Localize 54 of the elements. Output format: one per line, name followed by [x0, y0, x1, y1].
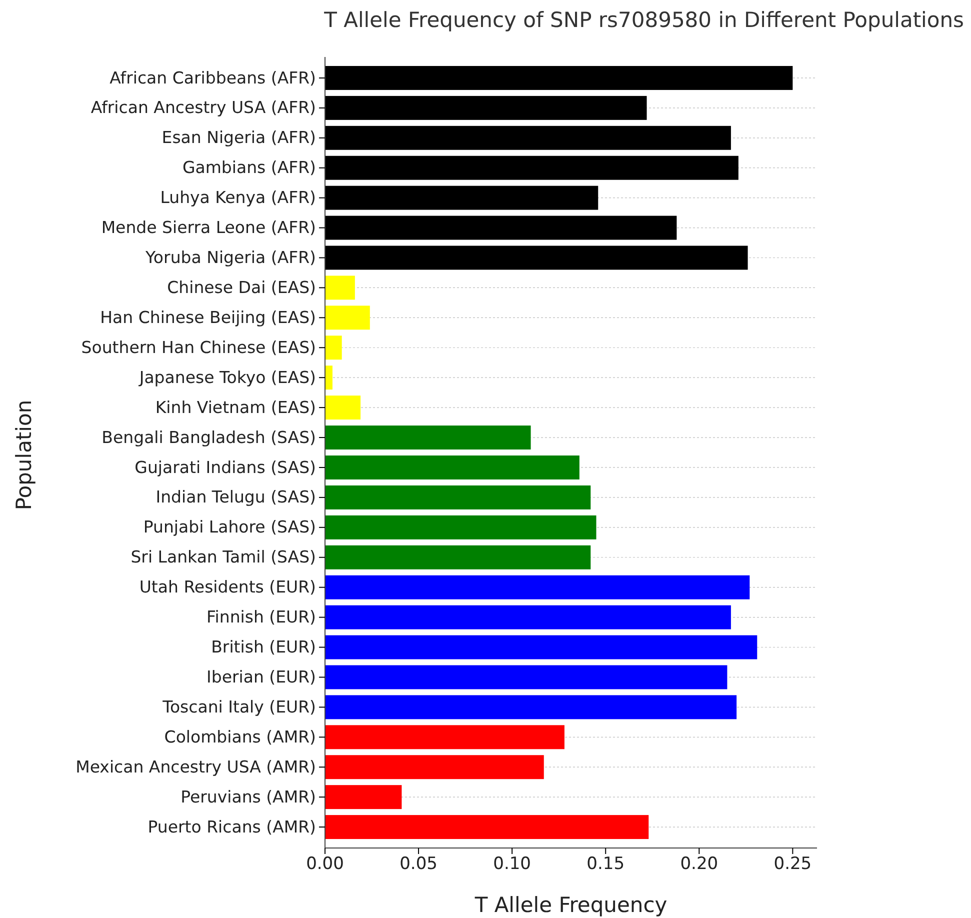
y-tick-label: Sri Lankan Tamil (SAS) — [130, 548, 316, 567]
y-tick-label: Southern Han Chinese (EAS) — [81, 338, 316, 357]
y-tick-label: Mexican Ancestry USA (AMR) — [76, 757, 316, 776]
y-tick-label: Finnish (EUR) — [206, 608, 316, 627]
bar — [325, 695, 737, 720]
y-tick-label: Puerto Ricans (AMR) — [148, 817, 316, 836]
y-tick-label: African Ancestry USA (AFR) — [90, 98, 316, 118]
bar — [325, 426, 531, 450]
y-tick-label: Luhya Kenya (AFR) — [160, 188, 316, 208]
x-axis-title: T Allele Frequency — [474, 893, 668, 917]
y-tick-label: Gujarati Indians (SAS) — [134, 458, 316, 477]
x-tick-label: 0.00 — [306, 854, 344, 874]
y-tick-label: Esan Nigeria (AFR) — [162, 128, 316, 148]
bar — [325, 545, 591, 570]
x-tick-label: 0.20 — [680, 854, 718, 874]
bar — [325, 455, 580, 480]
x-tick-label: 0.15 — [586, 854, 625, 874]
y-tick-label: Indian Telugu (SAS) — [156, 488, 316, 507]
y-tick-label: Chinese Dai (EAS) — [167, 278, 316, 297]
bar — [325, 635, 758, 660]
bar — [325, 485, 591, 510]
bar — [325, 815, 649, 840]
x-tick-label: 0.25 — [774, 854, 812, 874]
bar — [325, 755, 544, 780]
y-axis-title: Population — [12, 400, 36, 510]
y-tick-label: Gambians (AFR) — [182, 158, 316, 178]
bar — [325, 276, 355, 300]
bar — [325, 785, 402, 810]
bar — [325, 515, 596, 540]
y-tick-label: Kinh Vietnam (EAS) — [155, 398, 316, 417]
y-tick-label: Mende Sierra Leone (AFR) — [101, 218, 316, 238]
bar — [325, 605, 731, 630]
y-tick-label: Iberian (EUR) — [206, 667, 316, 686]
bar — [325, 725, 564, 750]
x-tick-label: 0.05 — [400, 854, 438, 874]
y-tick-label: Bengali Bangladesh (SAS) — [102, 428, 316, 447]
y-tick-label: Peruvians (AMR) — [180, 787, 316, 806]
bar — [325, 336, 342, 360]
y-tick-label: Punjabi Lahore (SAS) — [143, 518, 316, 537]
y-tick-label: Toscani Italy (EUR) — [162, 697, 316, 716]
y-tick-label: Colombians (AMR) — [164, 727, 316, 746]
bar — [325, 366, 332, 390]
y-tick-label: Han Chinese Beijing (EAS) — [100, 308, 316, 327]
x-tick-label: 0.10 — [493, 854, 531, 874]
bar — [325, 306, 370, 330]
y-tick-label: Yoruba Nigeria (AFR) — [144, 248, 316, 268]
y-tick-label: Japanese Tokyo (EAS) — [138, 368, 316, 387]
bar — [325, 575, 750, 600]
y-tick-label: African Caribbeans (AFR) — [110, 68, 316, 88]
y-tick-label: Utah Residents (EUR) — [139, 578, 316, 597]
y-tick-label: British (EUR) — [211, 638, 316, 657]
bar — [325, 396, 361, 420]
bar — [325, 665, 728, 690]
chart-title: T Allele Frequency of SNP rs7089580 in Different Populations — [323, 8, 964, 32]
